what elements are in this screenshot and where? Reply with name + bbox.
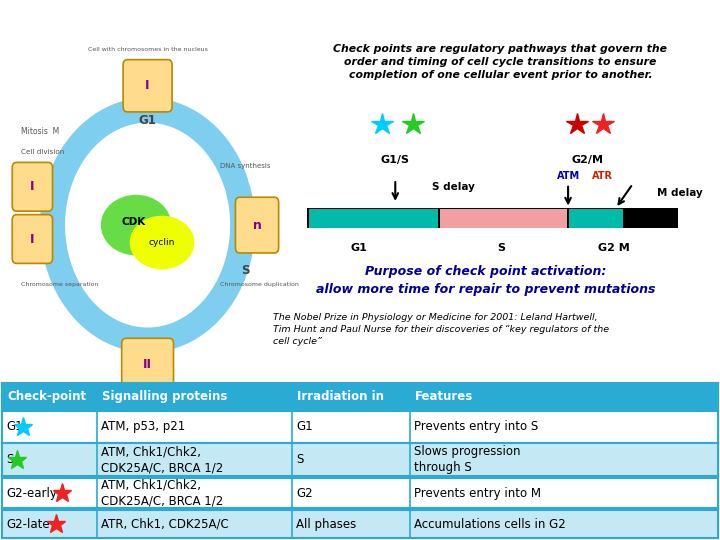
- Text: G2-early: G2-early: [6, 487, 57, 500]
- Bar: [2, 383, 718, 410]
- Bar: [307, 208, 678, 228]
- Text: ATR, Chk1, CDK25A/C: ATR, Chk1, CDK25A/C: [101, 517, 229, 531]
- Text: Check-point: Check-point: [7, 390, 86, 403]
- Text: ATM, Chk1/Chk2,
CDK25A/C, BRCA 1/2: ATM, Chk1/Chk2, CDK25A/C, BRCA 1/2: [101, 446, 223, 474]
- Text: All phases: All phases: [296, 517, 356, 531]
- Text: I: I: [145, 79, 150, 92]
- FancyBboxPatch shape: [12, 163, 53, 211]
- Text: Accumulations cells in G2: Accumulations cells in G2: [414, 517, 566, 531]
- Text: ATM, Chk1/Chk2,
CDK25A/C, BRCA 1/2: ATM, Chk1/Chk2, CDK25A/C, BRCA 1/2: [101, 478, 223, 508]
- Text: ATM: ATM: [557, 172, 580, 181]
- Bar: [2, 510, 718, 538]
- Text: Prevents entry into M: Prevents entry into M: [414, 487, 541, 500]
- Text: Cell division: Cell division: [21, 149, 64, 155]
- Text: CDK: CDK: [121, 217, 145, 227]
- Text: Features: Features: [415, 390, 473, 403]
- Bar: [2, 443, 718, 476]
- Ellipse shape: [102, 195, 171, 255]
- Text: Cell cycle checkpoints and cell cycle arrest: Cell cycle checkpoints and cell cycle ar…: [143, 11, 577, 29]
- Text: Slows progression
through S: Slows progression through S: [414, 446, 521, 474]
- Text: S: S: [296, 454, 303, 467]
- Text: Signalling proteins: Signalling proteins: [102, 390, 228, 403]
- Text: G2: G2: [296, 487, 312, 500]
- FancyBboxPatch shape: [12, 214, 53, 264]
- Text: n: n: [253, 219, 261, 232]
- Text: Cell with duplicated chromosomes: Cell with duplicated chromosomes: [50, 397, 158, 402]
- Text: Cell with chromosomes in the nucleus: Cell with chromosomes in the nucleus: [88, 46, 207, 52]
- Text: S: S: [6, 454, 14, 467]
- Text: G2 M: G2 M: [598, 244, 629, 253]
- Bar: [440, 209, 567, 228]
- Text: The Nobel Prize in Physiology or Medicine for 2001: Leland Hartwell,
Tim Hunt an: The Nobel Prize in Physiology or Medicin…: [273, 313, 609, 346]
- Text: G2/M: G2/M: [572, 154, 603, 165]
- Text: G2-late: G2-late: [6, 517, 50, 531]
- Ellipse shape: [130, 217, 194, 268]
- FancyBboxPatch shape: [122, 338, 174, 390]
- Text: Irradiation in: Irradiation in: [297, 390, 384, 403]
- Text: Chromosome separation: Chromosome separation: [21, 282, 99, 287]
- Text: G2: G2: [139, 386, 156, 399]
- Text: DNA synthesis: DNA synthesis: [220, 163, 271, 169]
- Text: G1: G1: [350, 244, 367, 253]
- Text: G1/S: G1/S: [381, 154, 410, 165]
- Text: ATM, p53, p21: ATM, p53, p21: [101, 421, 185, 434]
- Text: M delay: M delay: [657, 188, 703, 198]
- Text: II: II: [143, 358, 152, 371]
- Text: G1: G1: [296, 421, 312, 434]
- Text: G1: G1: [6, 421, 22, 434]
- Bar: [2, 410, 718, 443]
- FancyBboxPatch shape: [235, 197, 279, 253]
- Text: Prevents entry into S: Prevents entry into S: [414, 421, 539, 434]
- Text: I: I: [30, 180, 35, 193]
- Text: S: S: [241, 264, 250, 277]
- Text: cyclin: cyclin: [149, 238, 175, 247]
- Text: Mitosis  M: Mitosis M: [21, 126, 59, 136]
- Text: S delay: S delay: [432, 182, 475, 192]
- Text: I: I: [30, 233, 35, 246]
- Bar: [309, 209, 438, 228]
- Text: ATR: ATR: [592, 172, 613, 181]
- Text: Purpose of check point activation:
allow more time for repair to prevent mutatio: Purpose of check point activation: allow…: [316, 265, 656, 296]
- Bar: [569, 209, 623, 228]
- Text: G1: G1: [139, 114, 156, 127]
- Bar: [2, 478, 718, 508]
- FancyBboxPatch shape: [123, 59, 172, 112]
- Text: S: S: [497, 244, 505, 253]
- Text: Chromosome duplication: Chromosome duplication: [220, 282, 300, 287]
- Text: Check points are regulatory pathways that govern the
order and timing of cell cy: Check points are regulatory pathways tha…: [333, 44, 667, 80]
